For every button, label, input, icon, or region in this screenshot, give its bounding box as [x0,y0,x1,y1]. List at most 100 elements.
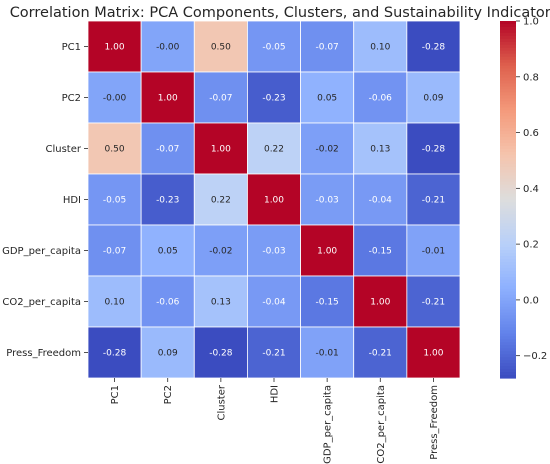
colorbar-segment [500,253,516,257]
colorbar-segment [500,372,516,376]
colorbar-segment [500,309,516,314]
colorbar-segment [500,202,516,207]
colorbar-tick-label: −0.2 [523,351,547,362]
colorbar-segment [500,131,516,135]
heatmap-cell [87,326,142,379]
cell-value-label: 1.00 [264,196,284,206]
colorbar-segment [500,300,516,305]
colorbar-segment [500,59,516,64]
colorbar-segment [500,360,516,364]
heatmap-cell [353,122,408,175]
cell-value-label: -0.01 [422,247,445,257]
colorbar-segment [500,98,516,102]
heatmap-cell [193,71,248,124]
colorbar-segment [500,166,516,171]
colorbar-segment [500,357,516,361]
colorbar-segment [500,140,516,144]
colorbar-segment [500,92,516,96]
colorbar-segment [500,32,516,37]
colorbar-segment [500,65,516,70]
colorbar-segment [500,157,516,162]
colorbar-segment [500,363,516,367]
cell-value-label: -0.28 [103,349,127,359]
colorbar-segment [500,80,516,85]
x-tick-label: GDP_per_capita [323,385,334,464]
colorbar-segment [500,142,516,147]
cell-value-label: 1.00 [317,247,337,257]
cell-value-label: 0.22 [211,196,231,206]
cell-value-label: -0.21 [422,298,445,308]
colorbar-segment [500,125,516,129]
colorbar-segment [500,321,516,326]
y-tick-label: PC1 [62,42,81,53]
colorbar-segment [500,193,516,198]
cell-value-label: -0.21 [369,349,392,359]
heatmap-cell [406,173,461,226]
heatmap-cell [406,275,461,328]
heatmap-cell [193,326,248,379]
colorbar-segment [500,21,516,25]
colorbar-segment [500,276,516,281]
heatmap-cell [140,173,195,226]
colorbar-segment [500,256,516,260]
heatmap-cell [140,20,195,73]
colorbar-segment [500,208,516,212]
heatmap-cell [193,275,248,328]
heatmap-cell [87,224,142,277]
heatmap-cell [353,20,408,73]
x-tick-label: Press_Freedom [429,385,440,460]
heatmap-cell [300,275,355,328]
colorbar-segment [500,291,516,296]
cell-value-label: -0.01 [315,349,338,359]
y-tick-label: Cluster [46,144,82,155]
colorbar-segment [500,47,516,52]
cell-value-label: 0.50 [211,43,231,53]
colorbar-segment [500,217,516,221]
cell-value-label: 1.00 [423,349,443,359]
colorbar-segment [500,184,516,189]
colorbar-segment [500,247,516,251]
heatmap-cell [193,224,248,277]
colorbar-segment [500,306,516,311]
colorbar-segment [500,178,516,183]
colorbar-segment [500,86,516,91]
colorbar-segment [500,261,516,266]
colorbar-segment [500,205,516,210]
cell-value-label: -0.04 [369,196,393,206]
colorbar-segment [500,270,516,275]
cell-value-label: 0.13 [211,298,231,308]
colorbar-segment [500,154,516,159]
heatmap-cells: 1.00 -0.00 0.50 -0.05 -0.07 0.10 -0.28 -0.00 1.0… [87,20,461,379]
colorbar-segment [500,199,516,204]
colorbar-segment [500,74,516,79]
cell-value-label: -0.28 [422,145,446,155]
colorbar-segment [500,375,516,379]
colorbar-segment [500,238,516,242]
heatmap-cell [87,20,142,73]
colorbar-tick-label: 0.4 [523,184,539,195]
colorbar-segment [500,169,516,174]
cell-value-label: -0.06 [156,298,180,308]
cell-value-label: -0.00 [156,43,180,53]
cell-value-label: -0.02 [315,145,338,155]
colorbar-segment [500,333,516,337]
heatmap-cell [300,326,355,379]
x-tick-label: HDI [270,385,281,403]
colorbar-segment [500,145,516,150]
colorbar-segment [500,351,516,355]
colorbar-segment [500,137,516,141]
cell-value-label: -0.06 [369,94,393,104]
y-tick-label: HDI [63,195,81,206]
cell-value-label: -0.23 [262,94,285,104]
colorbar-segment [500,211,516,215]
cell-value-label: -0.21 [422,196,445,206]
colorbar-segment [500,83,516,88]
colorbar-segment [500,50,516,55]
colorbar-segment [500,273,516,278]
heatmap-cell [140,122,195,175]
cell-value-label: -0.28 [209,349,233,359]
cell-value-label: 0.10 [105,298,125,308]
colorbar-tick-label: 0.0 [523,295,539,306]
colorbar-segment [500,312,516,317]
